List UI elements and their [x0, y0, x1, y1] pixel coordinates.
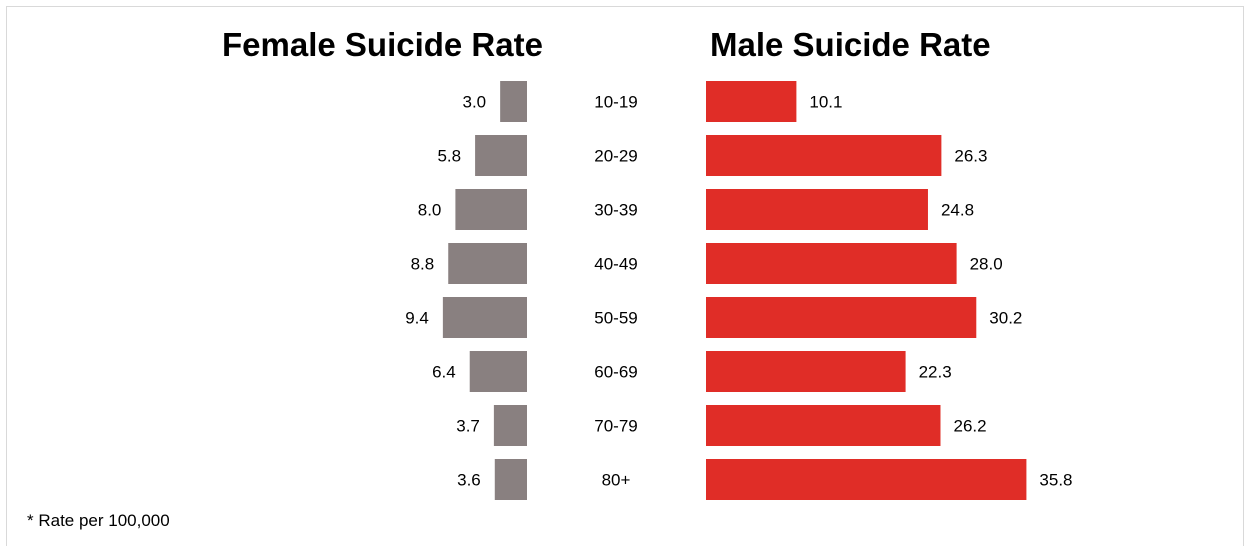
male-value-label: 30.2 — [989, 309, 1022, 328]
female-value-label: 6.4 — [432, 363, 456, 382]
female-bar — [455, 189, 527, 230]
male-chart-title: Male Suicide Rate — [710, 26, 991, 63]
age-group-label: 50-59 — [594, 309, 637, 328]
male-value-label: 28.0 — [970, 255, 1003, 274]
footnote: * Rate per 100,000 — [27, 511, 170, 530]
male-bar — [706, 81, 797, 122]
male-value-label: 26.3 — [954, 147, 987, 166]
age-group-label: 10-19 — [594, 93, 637, 112]
male-bar — [706, 351, 906, 392]
male-value-label: 22.3 — [919, 363, 952, 382]
female-value-label: 8.0 — [418, 201, 442, 220]
age-group-label: 70-79 — [594, 417, 637, 436]
female-bar — [469, 351, 527, 392]
female-bar — [494, 459, 527, 500]
female-value-label: 9.4 — [405, 309, 429, 328]
female-value-label: 8.8 — [411, 255, 435, 274]
female-bar — [475, 135, 527, 176]
chart-frame — [6, 6, 1244, 546]
female-chart-title: Female Suicide Rate — [222, 26, 543, 63]
male-value-label: 24.8 — [941, 201, 974, 220]
male-bar — [706, 405, 941, 446]
male-value-label: 26.2 — [953, 417, 986, 436]
female-bar — [493, 405, 527, 446]
female-value-label: 3.7 — [456, 417, 480, 436]
female-value-label: 3.6 — [457, 471, 481, 490]
male-bar — [706, 189, 928, 230]
male-bar — [706, 297, 977, 338]
age-group-label: 80+ — [602, 471, 631, 490]
age-group-label: 20-29 — [594, 147, 637, 166]
female-value-label: 5.8 — [437, 147, 461, 166]
female-value-label: 3.0 — [463, 93, 487, 112]
male-value-label: 10.1 — [809, 93, 842, 112]
age-group-label: 60-69 — [594, 363, 637, 382]
female-bar — [448, 243, 527, 284]
age-group-label: 40-49 — [594, 255, 637, 274]
female-bar — [500, 81, 527, 122]
male-value-label: 35.8 — [1039, 471, 1072, 490]
age-group-label: 30-39 — [594, 201, 637, 220]
male-bar — [706, 135, 942, 176]
male-bar — [706, 459, 1027, 500]
male-bar — [706, 243, 957, 284]
female-bar — [442, 297, 527, 338]
